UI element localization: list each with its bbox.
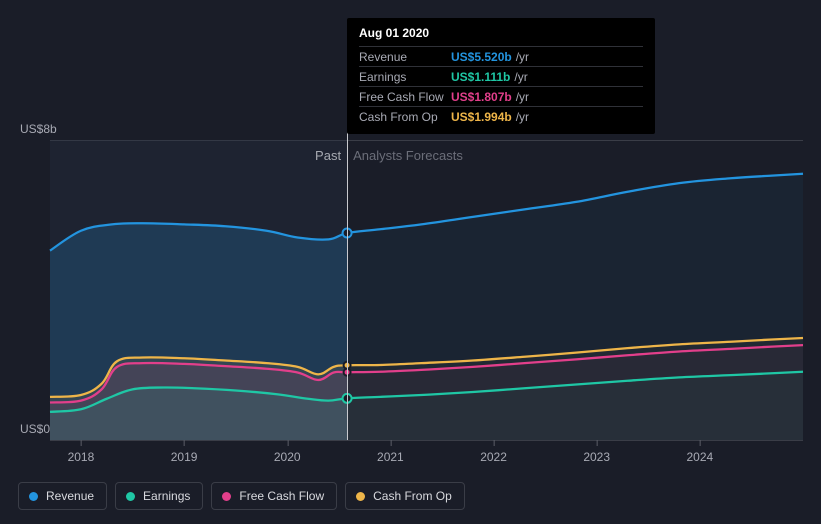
x-axis-tick: 2022 — [480, 450, 507, 464]
chart-legend: Revenue Earnings Free Cash Flow Cash From O… — [18, 482, 465, 510]
tooltip-row-label: Revenue — [359, 50, 451, 64]
legend-item-revenue[interactable]: Revenue — [18, 482, 107, 510]
cursor-line — [347, 117, 348, 440]
legend-item-label: Free Cash Flow — [239, 489, 324, 503]
tooltip-title: Aug 01 2020 — [359, 26, 643, 47]
legend-item-label: Earnings — [143, 489, 190, 503]
x-axis-ticks: 2018 2019 2020 2021 2022 2023 2024 — [50, 450, 803, 470]
x-axis-tick: 2024 — [686, 450, 713, 464]
tooltip-row-unit: /yr — [516, 50, 529, 64]
legend-item-label: Cash From Op — [373, 489, 452, 503]
tooltip-row: RevenueUS$5.520b/yr — [359, 47, 643, 67]
x-axis-tick: 2023 — [583, 450, 610, 464]
legend-dot-icon — [126, 492, 135, 501]
tooltip-row-value: US$5.520b — [451, 50, 512, 64]
x-axis-tick: 2018 — [68, 450, 95, 464]
y-axis-tick-max: US$8b — [20, 122, 57, 136]
tooltip-row-label: Earnings — [359, 70, 451, 84]
tooltip-row-value: US$1.807b — [451, 90, 512, 104]
tooltip-row-value: US$1.994b — [451, 110, 512, 124]
tooltip-row-unit: /yr — [516, 90, 529, 104]
x-axis-tick: 2021 — [377, 450, 404, 464]
legend-dot-icon — [356, 492, 365, 501]
tooltip-row: EarningsUS$1.111b/yr — [359, 67, 643, 87]
tooltip-row-unit: /yr — [516, 110, 529, 124]
plot-area[interactable] — [50, 140, 803, 440]
x-axis-tick: 2019 — [171, 450, 198, 464]
x-axis-tick: 2020 — [274, 450, 301, 464]
tooltip-row: Free Cash FlowUS$1.807b/yr — [359, 87, 643, 107]
legend-item-free-cash-flow[interactable]: Free Cash Flow — [211, 482, 337, 510]
tooltip-row: Cash From OpUS$1.994b/yr — [359, 107, 643, 126]
legend-item-label: Revenue — [46, 489, 94, 503]
gridline-bottom — [50, 440, 803, 441]
chart-tooltip: Aug 01 2020 RevenueUS$5.520b/yrEarningsU… — [347, 18, 655, 134]
tooltip-row-unit: /yr — [514, 70, 527, 84]
legend-dot-icon — [29, 492, 38, 501]
y-axis-tick-zero: US$0 — [20, 422, 50, 436]
tooltip-row-label: Cash From Op — [359, 110, 451, 124]
tooltip-row-value: US$1.111b — [451, 70, 510, 84]
legend-item-earnings[interactable]: Earnings — [115, 482, 203, 510]
chart-svg — [50, 140, 803, 440]
tooltip-row-label: Free Cash Flow — [359, 90, 451, 104]
legend-dot-icon — [222, 492, 231, 501]
legend-item-cash-from-op[interactable]: Cash From Op — [345, 482, 465, 510]
